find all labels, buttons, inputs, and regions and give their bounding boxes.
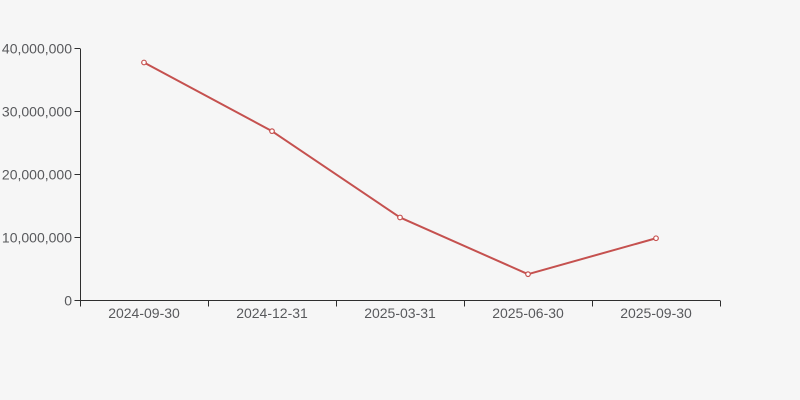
data-point-marker[interactable] xyxy=(397,214,403,221)
x-axis-tick-label: 2025-09-30 xyxy=(620,305,692,321)
data-point-marker[interactable] xyxy=(269,128,275,135)
y-axis-tick-label: 20,000,000 xyxy=(2,167,72,183)
y-axis-tick-label: 10,000,000 xyxy=(2,230,72,246)
y-axis-tick-label: 40,000,000 xyxy=(2,41,72,57)
x-axis-tick-label: 2024-09-30 xyxy=(108,305,180,321)
data-point-marker[interactable] xyxy=(525,271,531,278)
x-axis-tick-label: 2024-12-31 xyxy=(236,305,308,321)
y-axis-tick-label: 30,000,000 xyxy=(2,104,72,120)
x-axis-tick-label: 2025-03-31 xyxy=(364,305,436,321)
data-point-marker[interactable] xyxy=(653,235,659,242)
x-axis-tick-label: 2025-06-30 xyxy=(492,305,564,321)
y-axis-tick-label: 0 xyxy=(64,293,72,309)
data-point-marker[interactable] xyxy=(141,59,147,66)
